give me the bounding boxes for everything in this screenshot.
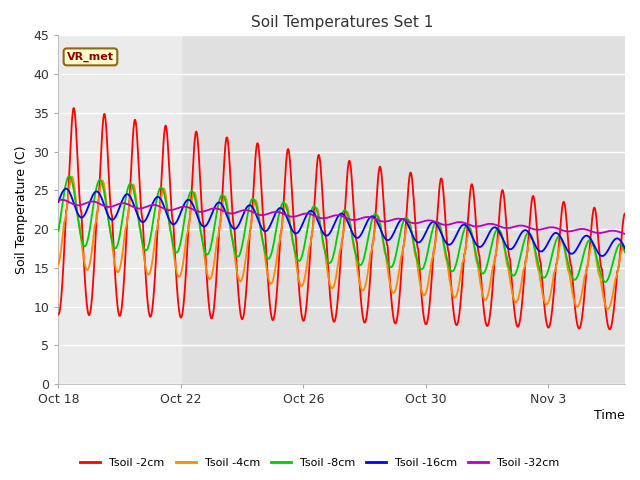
Title: Soil Temperatures Set 1: Soil Temperatures Set 1 (250, 15, 433, 30)
X-axis label: Time: Time (595, 409, 625, 422)
Text: VR_met: VR_met (67, 52, 114, 62)
Legend: Tsoil -2cm, Tsoil -4cm, Tsoil -8cm, Tsoil -16cm, Tsoil -32cm: Tsoil -2cm, Tsoil -4cm, Tsoil -8cm, Tsoi… (76, 453, 564, 472)
Y-axis label: Soil Temperature (C): Soil Temperature (C) (15, 145, 28, 274)
Bar (58, 36, 181, 384)
